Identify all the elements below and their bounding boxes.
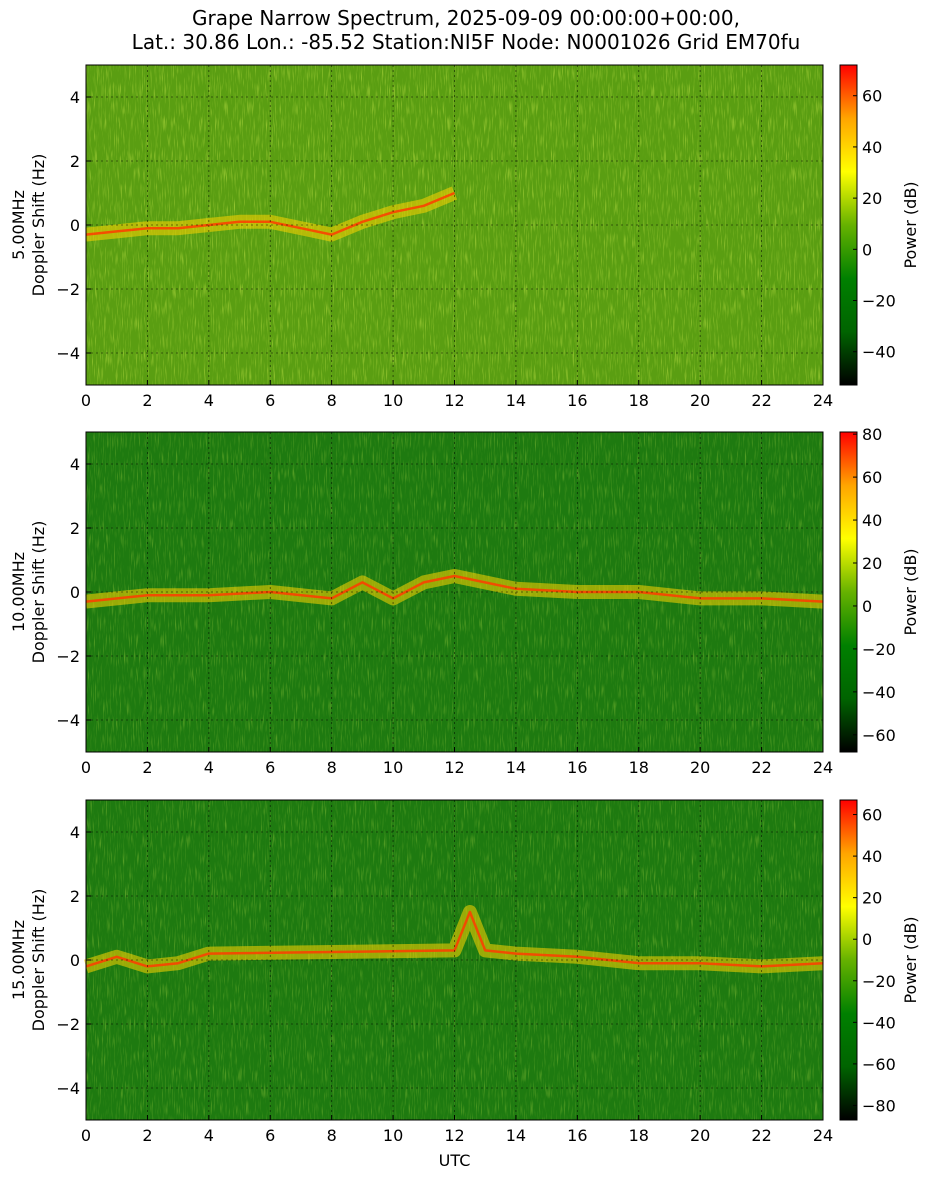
colorbar (839, 431, 858, 753)
x-tick-label: 18 (629, 758, 649, 777)
x-tick-label: 8 (327, 1126, 337, 1145)
colorbar-tick-label: −40 (862, 683, 896, 702)
y-tick-label: −4 (56, 711, 80, 730)
y-tick-label: −4 (56, 344, 80, 363)
x-tick-label: 2 (142, 391, 152, 410)
y-axis-label: Doppler Shift (Hz) (29, 154, 48, 297)
y-tick-label: 0 (70, 951, 80, 970)
colorbar-tick-label: 20 (862, 889, 882, 908)
x-tick-label: 18 (629, 391, 649, 410)
x-tick-label: 20 (690, 1126, 710, 1145)
y-tick-label: 0 (70, 583, 80, 602)
y-tick-label: −2 (56, 280, 80, 299)
x-tick-label: 0 (81, 758, 91, 777)
x-tick-label: 8 (327, 758, 337, 777)
colorbar-tick-label: 40 (862, 511, 882, 530)
y-axis-label-frequency: 15.00MHz (9, 920, 28, 1000)
colorbar-tick-label: 0 (862, 240, 872, 259)
colorbar-tick-label: 20 (862, 554, 882, 573)
x-tick-label: 20 (690, 758, 710, 777)
colorbar (839, 799, 858, 1121)
x-tick-label: 6 (265, 758, 275, 777)
y-tick-label: −2 (56, 647, 80, 666)
colorbar-tick-label: −20 (862, 292, 896, 311)
x-tick-label: 16 (567, 1126, 587, 1145)
x-tick-label: 24 (813, 1126, 833, 1145)
colorbar-label: Power (dB) (901, 916, 920, 1003)
x-tick-label: 2 (142, 758, 152, 777)
x-tick-label: 14 (506, 1126, 526, 1145)
x-tick-label: 22 (751, 1126, 771, 1145)
y-axis-label-frequency: 5.00MHz (9, 190, 28, 260)
x-tick-label: 0 (81, 391, 91, 410)
x-tick-label: 20 (690, 391, 710, 410)
colorbar-tick-label: 40 (862, 847, 882, 866)
y-tick-label: 2 (70, 887, 80, 906)
x-tick-label: 14 (506, 391, 526, 410)
y-tick-label: −4 (56, 1079, 80, 1098)
y-tick-label: 4 (70, 455, 80, 474)
x-tick-label: 4 (204, 391, 214, 410)
x-tick-label: 10 (383, 391, 403, 410)
y-axis-label: Doppler Shift (Hz) (29, 521, 48, 664)
colorbar-tick-label: −40 (862, 343, 896, 362)
colorbar (839, 64, 858, 386)
colorbar-tick-label: 80 (862, 425, 882, 444)
chart-title-line1: Grape Narrow Spectrum, 2025-09-09 00:00:… (192, 6, 740, 30)
colorbar-tick-label: 0 (862, 930, 872, 949)
x-tick-label: 2 (142, 1126, 152, 1145)
doppler-trace (85, 574, 824, 603)
y-tick-label: 0 (70, 216, 80, 235)
x-tick-label: 18 (629, 1126, 649, 1145)
y-tick-label: 4 (70, 823, 80, 842)
y-tick-label: 2 (70, 152, 80, 171)
colorbar-tick-label: −40 (862, 1013, 896, 1032)
x-tick-label: 4 (204, 1126, 214, 1145)
x-tick-label: 6 (265, 391, 275, 410)
x-tick-label: 12 (444, 391, 464, 410)
colorbar-tick-label: −60 (862, 726, 896, 745)
colorbar-tick-label: 60 (862, 806, 882, 825)
x-tick-label: 22 (751, 391, 771, 410)
colorbar-tick-label: −20 (862, 640, 896, 659)
x-tick-label: 12 (444, 1126, 464, 1145)
colorbar-tick-label: 20 (862, 189, 882, 208)
x-tick-label: 22 (751, 758, 771, 777)
colorbar-label: Power (dB) (901, 181, 920, 268)
colorbar-tick-label: −60 (862, 1055, 896, 1074)
colorbar-tick-label: 60 (862, 87, 882, 106)
y-tick-label: 4 (70, 88, 80, 107)
x-tick-label: 12 (444, 758, 464, 777)
x-axis-label: UTC (439, 1151, 471, 1170)
colorbar-tick-label: 40 (862, 138, 882, 157)
y-tick-label: 2 (70, 519, 80, 538)
x-tick-label: 16 (567, 391, 587, 410)
chart-title-line2: Lat.: 30.86 Lon.: -85.52 Station:NI5F No… (131, 30, 801, 54)
x-tick-label: 10 (383, 758, 403, 777)
y-axis-label: Doppler Shift (Hz) (29, 889, 48, 1032)
y-tick-label: −2 (56, 1015, 80, 1034)
colorbar-tick-label: −80 (862, 1096, 896, 1115)
x-tick-label: 10 (383, 1126, 403, 1145)
x-tick-label: 4 (204, 758, 214, 777)
colorbar-tick-label: 60 (862, 468, 882, 487)
colorbar-tick-label: 0 (862, 597, 872, 616)
x-tick-label: 16 (567, 758, 587, 777)
x-tick-label: 24 (813, 391, 833, 410)
x-tick-label: 14 (506, 758, 526, 777)
x-tick-label: 6 (265, 1126, 275, 1145)
x-tick-label: 0 (81, 1126, 91, 1145)
x-tick-label: 24 (813, 758, 833, 777)
doppler-trace (85, 910, 824, 968)
x-tick-label: 8 (327, 391, 337, 410)
colorbar-label: Power (dB) (901, 548, 920, 635)
y-axis-label-frequency: 10.00MHz (9, 552, 28, 632)
colorbar-tick-label: −20 (862, 972, 896, 991)
